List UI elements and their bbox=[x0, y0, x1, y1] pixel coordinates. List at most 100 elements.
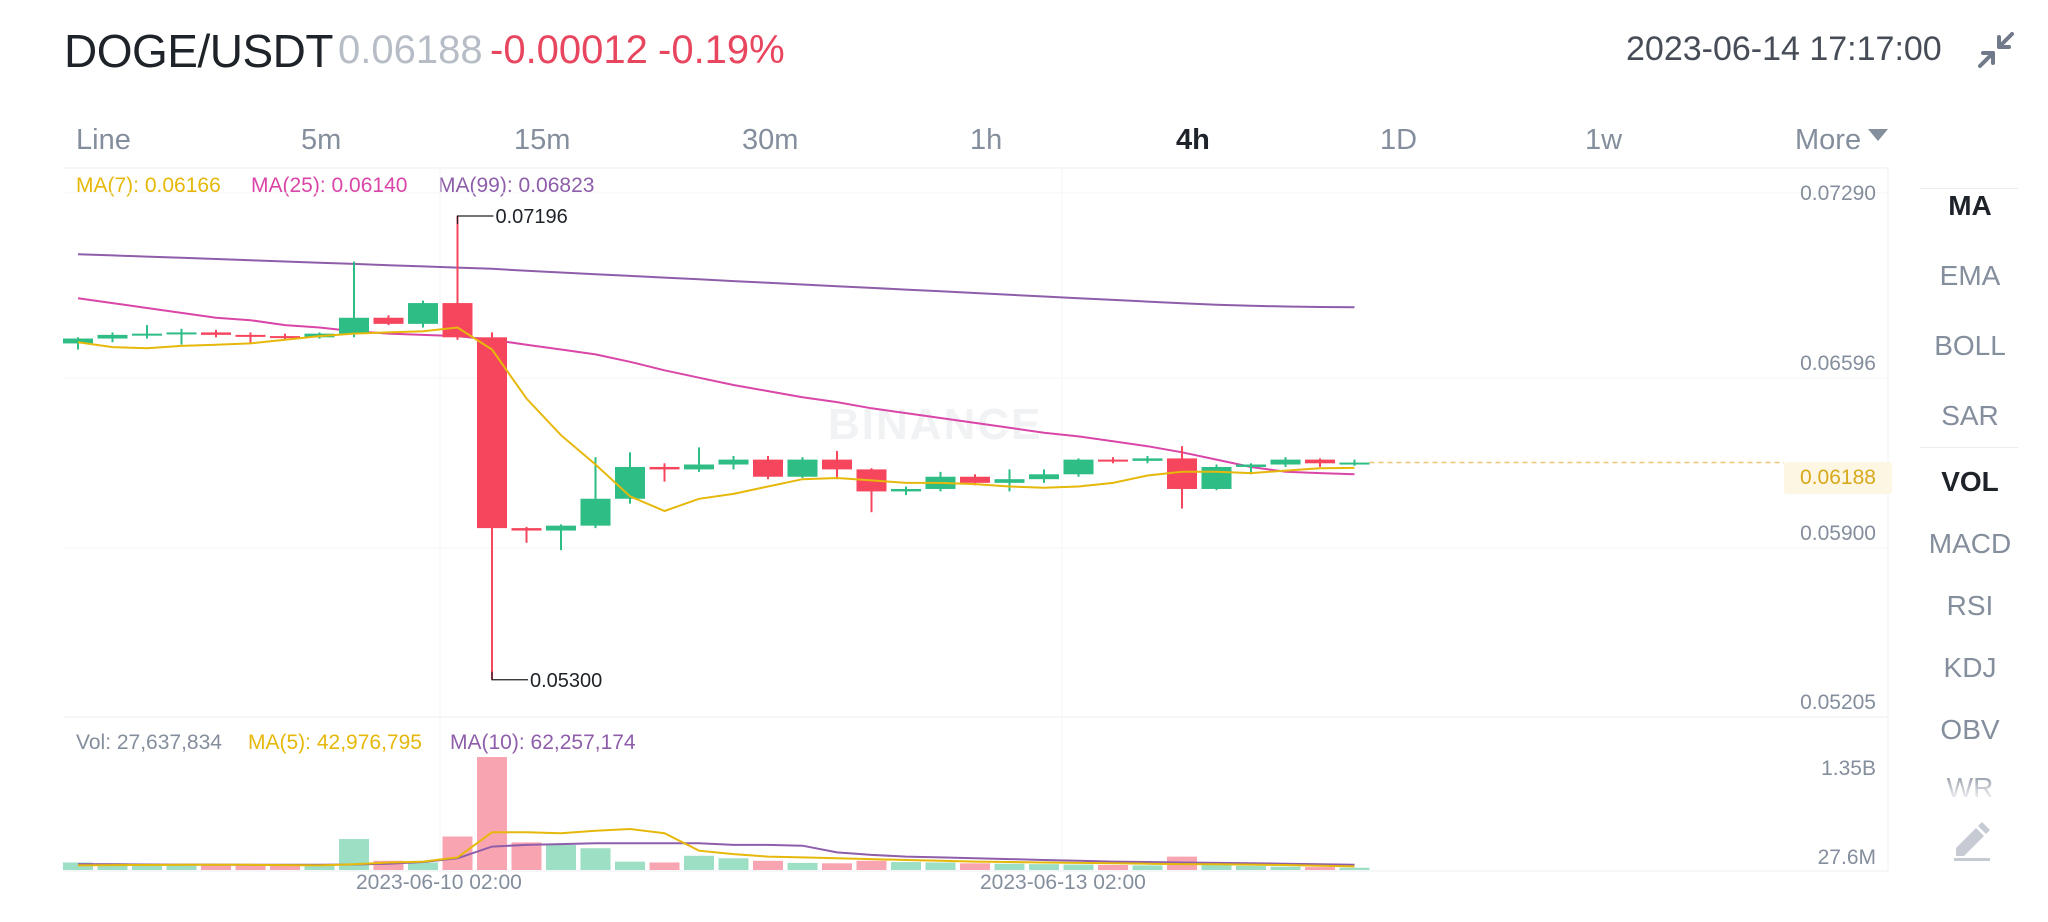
candle-body bbox=[511, 528, 542, 531]
volume-bar bbox=[925, 862, 956, 870]
candle-body bbox=[339, 317, 369, 334]
indicator-option[interactable]: BOLL bbox=[1934, 330, 2006, 361]
price-axis-label: 0.06596 bbox=[1800, 352, 1876, 375]
volume-bar bbox=[1305, 867, 1335, 870]
pencil-icon bbox=[1954, 822, 1990, 861]
tab-timeframe[interactable]: 1h bbox=[970, 124, 1003, 156]
x-axis-label: 2023-06-10 02:00 bbox=[356, 871, 522, 894]
scroll-fade bbox=[1900, 772, 2040, 802]
candle-body bbox=[132, 333, 162, 336]
indicator-option[interactable]: MA bbox=[1948, 190, 1992, 221]
volume-bar bbox=[615, 861, 645, 870]
price-axis-label: 0.05205 bbox=[1800, 691, 1876, 714]
candle-body bbox=[1339, 462, 1370, 465]
tab-timeframe[interactable]: Line bbox=[76, 124, 131, 156]
high-price-label: 0.07196 bbox=[496, 206, 568, 228]
candle-body bbox=[201, 332, 231, 335]
price-axis-label: 0.07290 bbox=[1800, 182, 1876, 205]
price-change: -0.00012 bbox=[490, 28, 648, 72]
caret-down-icon[interactable] bbox=[1868, 129, 1888, 141]
volume-bar bbox=[1029, 864, 1059, 870]
volume-bar bbox=[235, 864, 266, 870]
candle-body bbox=[477, 337, 507, 529]
x-axis-label: 2023-06-13 02:00 bbox=[980, 871, 1146, 894]
volume-bar bbox=[580, 848, 611, 870]
candle-body bbox=[1132, 458, 1163, 461]
volume-bar bbox=[408, 862, 438, 870]
draw-tool-button[interactable] bbox=[1950, 818, 1994, 862]
indicator-option[interactable]: MACD bbox=[1928, 528, 2012, 559]
tab-timeframe[interactable]: 1D bbox=[1380, 124, 1418, 156]
candle-body bbox=[63, 338, 93, 344]
volume-bar bbox=[132, 863, 162, 870]
ma99-legend: MA(99): 0.06823 bbox=[438, 174, 595, 197]
indicator-option[interactable]: VOL bbox=[1941, 466, 1999, 497]
indicator-option[interactable]: EMA bbox=[1939, 260, 2001, 291]
current-price-tag: 0.06188 bbox=[1784, 462, 1892, 494]
tab-timeframe[interactable]: 4h bbox=[1176, 124, 1210, 156]
volume-bar bbox=[1063, 864, 1094, 870]
candle-body bbox=[235, 334, 266, 337]
vol-ma10-line bbox=[77, 842, 1355, 866]
candle-body bbox=[373, 317, 404, 324]
indicator-option[interactable]: KDJ bbox=[1943, 652, 1997, 683]
volume-bar bbox=[753, 860, 783, 870]
volume-bar bbox=[442, 836, 473, 870]
volume-bar bbox=[166, 864, 197, 870]
tab-timeframe[interactable]: 5m bbox=[301, 124, 342, 156]
volume-bar bbox=[1270, 866, 1301, 870]
more-timeframes-button[interactable]: More bbox=[1795, 124, 1862, 156]
candle-body bbox=[649, 466, 680, 470]
indicator-option[interactable]: OBV bbox=[1940, 714, 2000, 745]
candle-body bbox=[684, 464, 714, 470]
candle-body bbox=[166, 332, 197, 335]
volume-bar bbox=[718, 858, 749, 870]
volume-bar bbox=[97, 863, 128, 870]
indicator-option[interactable]: RSI bbox=[1946, 590, 1994, 621]
candlestick-chart[interactable]: 0.07196 0.05300 bbox=[0, 160, 1890, 880]
price-change-percent: -0.19% bbox=[658, 28, 785, 72]
candle-body bbox=[97, 334, 128, 339]
volume-bar bbox=[787, 862, 818, 870]
candle-body bbox=[994, 479, 1025, 483]
vol-ma5-legend: MA(5): 42,976,795 bbox=[248, 731, 422, 754]
tab-timeframe[interactable]: 1w bbox=[1585, 124, 1623, 156]
candle-body bbox=[1305, 459, 1335, 464]
volume-bar bbox=[477, 757, 507, 870]
volume-bar bbox=[822, 863, 852, 870]
candle-body bbox=[1270, 459, 1301, 465]
low-marker-line bbox=[491, 671, 528, 681]
candle-body bbox=[546, 525, 576, 531]
tab-timeframe[interactable]: 15m bbox=[514, 124, 571, 156]
volume-axis-label: 1.35B bbox=[1821, 757, 1876, 780]
candle-body bbox=[960, 476, 990, 483]
volume-bar bbox=[270, 864, 300, 870]
volume-bar bbox=[63, 862, 93, 870]
volume-bar bbox=[649, 862, 680, 870]
candle-body bbox=[718, 459, 749, 465]
price-axis-label: 0.05900 bbox=[1800, 522, 1876, 545]
volume-bar bbox=[546, 844, 576, 870]
volume-bar bbox=[1098, 864, 1128, 870]
volume-bar bbox=[373, 860, 404, 870]
pair-title: DOGE/USDT bbox=[64, 25, 333, 77]
candle-body bbox=[408, 303, 438, 324]
candle-body bbox=[787, 459, 818, 477]
candle-body bbox=[442, 303, 473, 338]
volume-axis-label: 27.6M bbox=[1817, 846, 1876, 869]
candle-body bbox=[615, 466, 645, 499]
collapse-fullscreen-button[interactable] bbox=[1972, 26, 2020, 74]
candle-body bbox=[1236, 464, 1266, 467]
tab-timeframe[interactable]: 30m bbox=[742, 124, 799, 156]
candle-body bbox=[753, 459, 783, 477]
volume-bar bbox=[994, 863, 1025, 870]
indicator-option[interactable]: SAR bbox=[1941, 400, 1999, 431]
volume-bar bbox=[1339, 867, 1370, 870]
candle-body bbox=[891, 488, 921, 492]
low-price-label: 0.05300 bbox=[530, 670, 602, 692]
candle-body bbox=[1098, 459, 1128, 462]
ma7-line bbox=[77, 326, 1355, 513]
volume-bar bbox=[856, 860, 887, 870]
divider bbox=[1920, 447, 2018, 448]
candle-body bbox=[822, 459, 852, 470]
